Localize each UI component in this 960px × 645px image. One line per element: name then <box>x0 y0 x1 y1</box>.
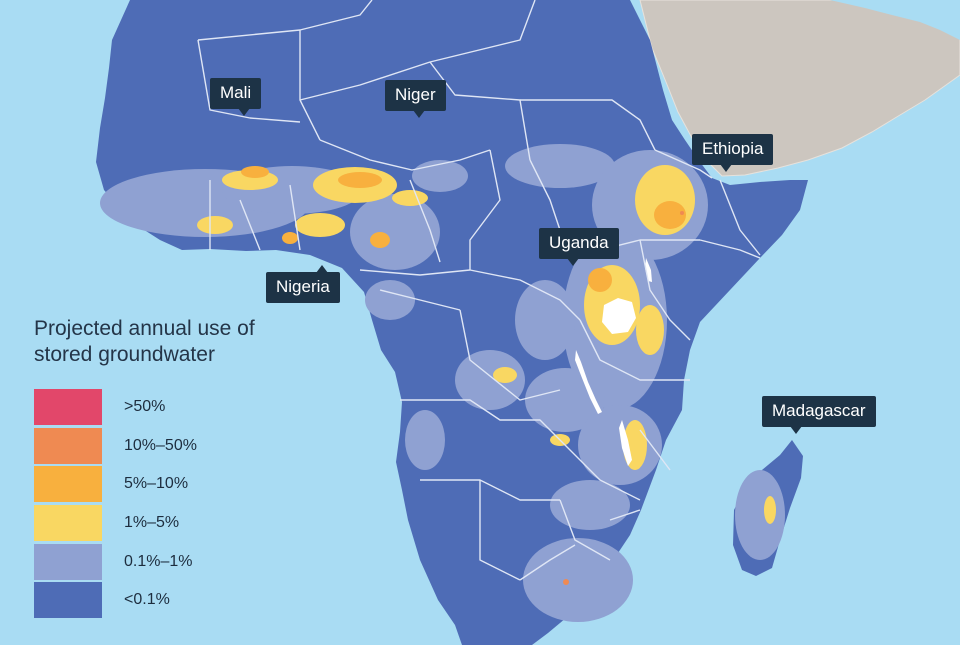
legend-swatch <box>34 389 102 426</box>
label-uganda-text: Uganda <box>549 233 609 252</box>
legend-item: 0.1%–1% <box>34 542 334 581</box>
legend-label: 0.1%–1% <box>124 552 193 570</box>
legend-item: 1%–5% <box>34 504 334 543</box>
legend-label: 5%–10% <box>124 475 189 493</box>
label-uganda: Uganda <box>539 228 619 266</box>
legend-item: 10%–50% <box>34 427 334 466</box>
legend-swatch <box>34 505 102 542</box>
legend-title-line1: Projected annual use of <box>34 317 255 340</box>
legend-swatch <box>34 582 102 619</box>
label-nigeria: Nigeria <box>266 265 340 303</box>
label-madagascar-text: Madagascar <box>772 401 866 420</box>
qatar-coast <box>880 22 915 48</box>
legend-label: <0.1% <box>124 591 170 609</box>
usage-zones-low <box>100 144 785 622</box>
usage-zones-high <box>241 166 686 292</box>
legend-swatch <box>34 543 102 580</box>
lake-malawi <box>619 420 632 466</box>
legend-swatch <box>34 427 102 464</box>
usage-zones-very-high <box>563 211 684 585</box>
legend-item: 5%–10% <box>34 465 334 504</box>
label-ethiopia-text: Ethiopia <box>702 139 764 158</box>
label-mali-text: Mali <box>220 83 252 102</box>
label-madagascar: Madagascar <box>762 396 876 434</box>
legend-label: 10%–50% <box>124 436 197 454</box>
legend-item: <0.1% <box>34 581 334 620</box>
arabian-peninsula <box>639 0 960 177</box>
lake-turkana <box>645 258 652 282</box>
map-legend: Projected annual use of stored groundwat… <box>34 316 334 620</box>
label-niger: Niger <box>385 80 446 118</box>
label-mali: Mali <box>210 78 262 116</box>
lake-victoria <box>602 298 636 334</box>
legend-swatch <box>34 466 102 503</box>
country-borders <box>197 0 761 581</box>
lake-tanganyika <box>575 350 602 414</box>
label-nigeria-text: Nigeria <box>276 277 330 296</box>
label-niger-text: Niger <box>395 85 436 104</box>
legend-label: >50% <box>124 398 166 416</box>
legend-title-line2: stored groundwater <box>34 343 215 366</box>
persian-gulf <box>830 0 960 40</box>
legend-title: Projected annual use of stored groundwat… <box>34 316 334 368</box>
legend-label: 1%–5% <box>124 514 180 532</box>
legend-rows: >50% 10%–50% 5%–10% 1%–5% 0.1%–1% <0.1% <box>34 388 334 620</box>
label-ethiopia: Ethiopia <box>692 134 774 172</box>
legend-item: >50% <box>34 388 334 427</box>
